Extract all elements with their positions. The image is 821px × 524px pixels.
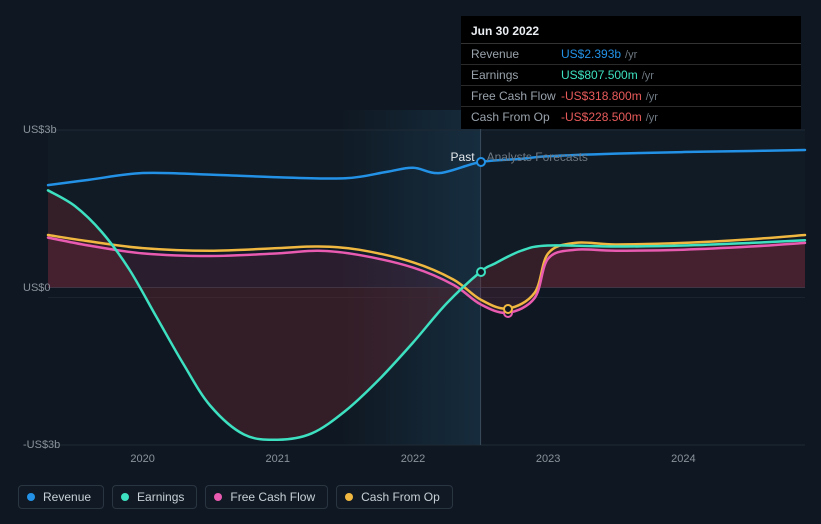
tooltip-row-label: Free Cash Flow — [471, 89, 561, 103]
tooltip: Jun 30 2022 RevenueUS$2.393b/yrEarningsU… — [461, 16, 801, 129]
tooltip-row: Free Cash Flow-US$318.800m/yr — [461, 86, 801, 107]
x-axis-label: 2021 — [266, 453, 290, 465]
tooltip-row-label: Earnings — [471, 68, 561, 82]
legend-item-cash-from-op[interactable]: Cash From Op — [336, 485, 453, 509]
forecast-label: Analysts Forecasts — [481, 150, 588, 164]
x-axis-label: 2020 — [130, 453, 154, 465]
legend-label: Cash From Op — [361, 490, 440, 504]
legend-item-earnings[interactable]: Earnings — [112, 485, 197, 509]
legend-dot — [214, 493, 222, 501]
marker-dot — [476, 267, 486, 277]
legend-label: Earnings — [137, 490, 184, 504]
x-axis-label: 2024 — [671, 453, 695, 465]
tooltip-row-unit: /yr — [646, 112, 658, 124]
tooltip-date: Jun 30 2022 — [461, 18, 801, 44]
legend-item-revenue[interactable]: Revenue — [18, 485, 104, 509]
legend-label: Free Cash Flow — [230, 490, 315, 504]
y-axis-label: US$3b — [23, 124, 57, 136]
legend-dot — [345, 493, 353, 501]
tooltip-row-value: US$2.393b — [561, 47, 621, 61]
tooltip-row-value: US$807.500m — [561, 68, 638, 82]
legend-item-free-cash-flow[interactable]: Free Cash Flow — [205, 485, 328, 509]
tooltip-row-label: Cash From Op — [471, 110, 561, 124]
tooltip-row-value: -US$228.500m — [561, 110, 642, 124]
tooltip-row: RevenueUS$2.393b/yr — [461, 44, 801, 65]
tooltip-row-unit: /yr — [642, 70, 654, 82]
x-axis-label: 2022 — [401, 453, 425, 465]
y-axis-label: -US$3b — [23, 439, 60, 451]
tooltip-row-label: Revenue — [471, 47, 561, 61]
y-axis-label: US$0 — [23, 282, 51, 294]
legend-label: Revenue — [43, 490, 91, 504]
legend: Revenue Earnings Free Cash Flow Cash From O… — [18, 485, 453, 509]
tooltip-row-unit: /yr — [625, 49, 637, 61]
financial-chart[interactable]: US$3bUS$0-US$3b 20202021202220232024 Pas… — [0, 0, 821, 524]
tooltip-row: Cash From Op-US$228.500m/yr — [461, 107, 801, 127]
tooltip-row: EarningsUS$807.500m/yr — [461, 65, 801, 86]
legend-dot — [121, 493, 129, 501]
tooltip-row-unit: /yr — [646, 91, 658, 103]
legend-dot — [27, 493, 35, 501]
marker-dot — [476, 157, 486, 167]
x-axis-label: 2023 — [536, 453, 560, 465]
tooltip-row-value: -US$318.800m — [561, 89, 642, 103]
marker-dot — [503, 304, 513, 314]
